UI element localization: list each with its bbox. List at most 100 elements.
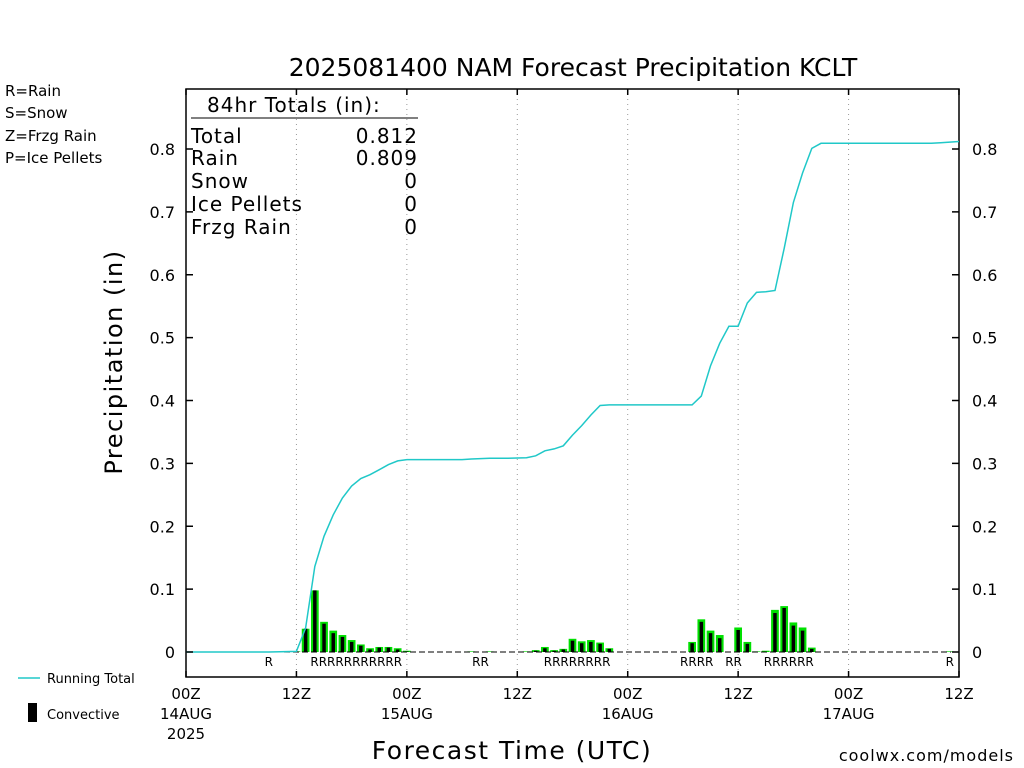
convective-bar-21 <box>579 643 584 652</box>
convective-bar-16 <box>533 650 538 652</box>
y-tick-label-right-5: 0.5 <box>972 329 997 348</box>
convective-bar-27 <box>699 621 704 652</box>
chart-title: 2025081400 NAM Forecast Precipitation KC… <box>289 53 858 82</box>
totals-label-rain: Rain <box>191 146 239 170</box>
y-tick-label-left-7: 0.7 <box>150 203 175 222</box>
legend: Running Total Convective <box>18 672 135 723</box>
precip-type-label-5: RR <box>725 655 742 669</box>
precip-type-label-1: RRRRRRRRRRR <box>310 655 402 669</box>
convective-bar-19 <box>561 649 566 652</box>
convective-bar-6 <box>349 641 354 652</box>
totals-label-frzg-rain: Frzg Rain <box>191 215 292 239</box>
convective-bar-4 <box>331 633 335 652</box>
totals-value-ice-pellets: 0 <box>404 192 418 216</box>
y-tick-label-right-4: 0.4 <box>972 392 997 411</box>
y-tick-label-left-4: 0.4 <box>150 392 175 411</box>
precip-type-label-6: RRRRRR <box>764 655 814 669</box>
y-axis-ticks: 0 00.1 0.10.2 0.20.3 0.30.4 0.40.5 0.50.6 0.60.… <box>150 140 998 662</box>
x-tick-label-5: 12Z <box>723 685 752 703</box>
y-tick-label-right-8: 0.8 <box>972 140 997 159</box>
convective-bar-26 <box>690 643 694 652</box>
x-tick-label-0: 00Z <box>171 685 200 703</box>
totals-heading: 84hr Totals (in): <box>207 93 381 117</box>
rain-bar-40 <box>945 651 954 652</box>
precip-type-label-2: RR <box>472 655 489 669</box>
y-tick-label-right-7: 0.7 <box>972 203 997 222</box>
convective-bar-17 <box>543 648 547 652</box>
x-axis-label: Forecast Time (UTC) <box>372 736 652 765</box>
x-tick-label-6: 00Z <box>834 685 863 703</box>
x-tick-label-2: 00Z <box>392 685 421 703</box>
running-total-polyline <box>186 140 960 653</box>
convective-bar-24 <box>607 648 612 652</box>
plot-frame <box>185 88 960 678</box>
totals-label-snow: Snow <box>191 169 249 193</box>
precip-type-label-3: RRRRRRRR <box>544 655 611 669</box>
running-total-line <box>186 140 960 653</box>
y-tick-label-left-1: 0.1 <box>150 580 175 599</box>
rain-bar-12 <box>402 650 411 652</box>
x-tick-year-0: 2025 <box>167 725 205 743</box>
convective-bar-3 <box>322 623 326 652</box>
convective-bar-38 <box>800 630 805 652</box>
convective-bar-28 <box>708 633 713 652</box>
convective-bar-35 <box>773 613 777 652</box>
convective-bar-18 <box>552 650 556 652</box>
convective-bar-8 <box>368 649 372 652</box>
vertical-gridlines <box>295 89 850 677</box>
convective-bar-20 <box>570 640 575 652</box>
convective-bar-36 <box>782 607 786 652</box>
totals-value-rain: 0.809 <box>356 146 418 170</box>
x-tick-label-4: 00Z <box>613 685 642 703</box>
x-tick-label-7: 12Z <box>944 685 973 703</box>
y-tick-label-right-3: 0.3 <box>972 454 997 473</box>
y-tick-label-left-5: 0.5 <box>150 329 175 348</box>
y-tick-label-left-3: 0.3 <box>150 454 175 473</box>
convective-bar-37 <box>791 625 796 652</box>
precip-type-label-0: R <box>265 655 273 669</box>
x-tick-date-2: 15AUG <box>381 705 433 723</box>
totals-value-total: 0.812 <box>356 124 418 148</box>
y-tick-label-left-6: 0.6 <box>150 266 175 285</box>
x-axis-ticks: 00Z 14AUG 2025 12Z 00Z 15AUG 12Z 00Z 16AUG 12Z 00Z… <box>160 89 974 743</box>
type-key-frzg-rain: Z=Frzg Rain <box>5 127 97 145</box>
x-tick-date-4: 16AUG <box>602 705 654 723</box>
totals-box: 84hr Totals (in): Total 0.812 Rain 0.809… <box>190 93 418 239</box>
convective-bar-39 <box>810 648 814 652</box>
precip-type-label-4: RRRR <box>680 655 713 669</box>
type-key-snow: S=Snow <box>5 104 68 122</box>
y-tick-label-left-8: 0.8 <box>150 140 175 159</box>
convective-bar-23 <box>598 643 602 652</box>
convective-bar-9 <box>377 647 381 652</box>
convective-bar-31 <box>736 629 740 652</box>
y-axis-label: Precipitation (in) <box>100 249 128 474</box>
legend-running-total-label: Running Total <box>47 672 135 687</box>
rain-bar-13 <box>467 651 476 652</box>
x-tick-label-1: 12Z <box>282 685 311 703</box>
rain-bar-34 <box>761 650 770 652</box>
y-tick-label-right-1: 0.1 <box>972 580 997 599</box>
y-tick-label-left-2: 0.2 <box>150 517 175 536</box>
rain-bar-15 <box>522 651 531 652</box>
x-tick-date-0: 14AUG <box>160 705 212 723</box>
totals-value-frzg-rain: 0 <box>404 215 418 239</box>
convective-bar-5 <box>340 636 345 652</box>
convective-bar-7 <box>359 645 363 652</box>
legend-convective-swatch <box>28 703 37 722</box>
precip-type-label-7: R <box>946 655 954 669</box>
y-tick-label-left-0: 0 <box>165 643 175 662</box>
x-tick-label-3: 12Z <box>503 685 532 703</box>
convective-bar-22 <box>589 641 593 652</box>
precip-bars <box>292 590 954 652</box>
y-tick-label-right-0: 0 <box>972 643 982 662</box>
y-tick-label-right-6: 0.6 <box>972 266 997 285</box>
totals-label-total: Total <box>190 124 243 148</box>
type-key-rain: R=Rain <box>5 82 61 100</box>
convective-bar-1 <box>303 628 308 652</box>
x-tick-date-6: 17AUG <box>823 705 875 723</box>
rain-bar-14 <box>485 651 494 652</box>
convective-bar-10 <box>386 647 391 652</box>
type-key: R=Rain S=Snow Z=Frzg Rain P=Ice Pellets <box>5 82 102 167</box>
convective-bar-29 <box>717 638 722 652</box>
